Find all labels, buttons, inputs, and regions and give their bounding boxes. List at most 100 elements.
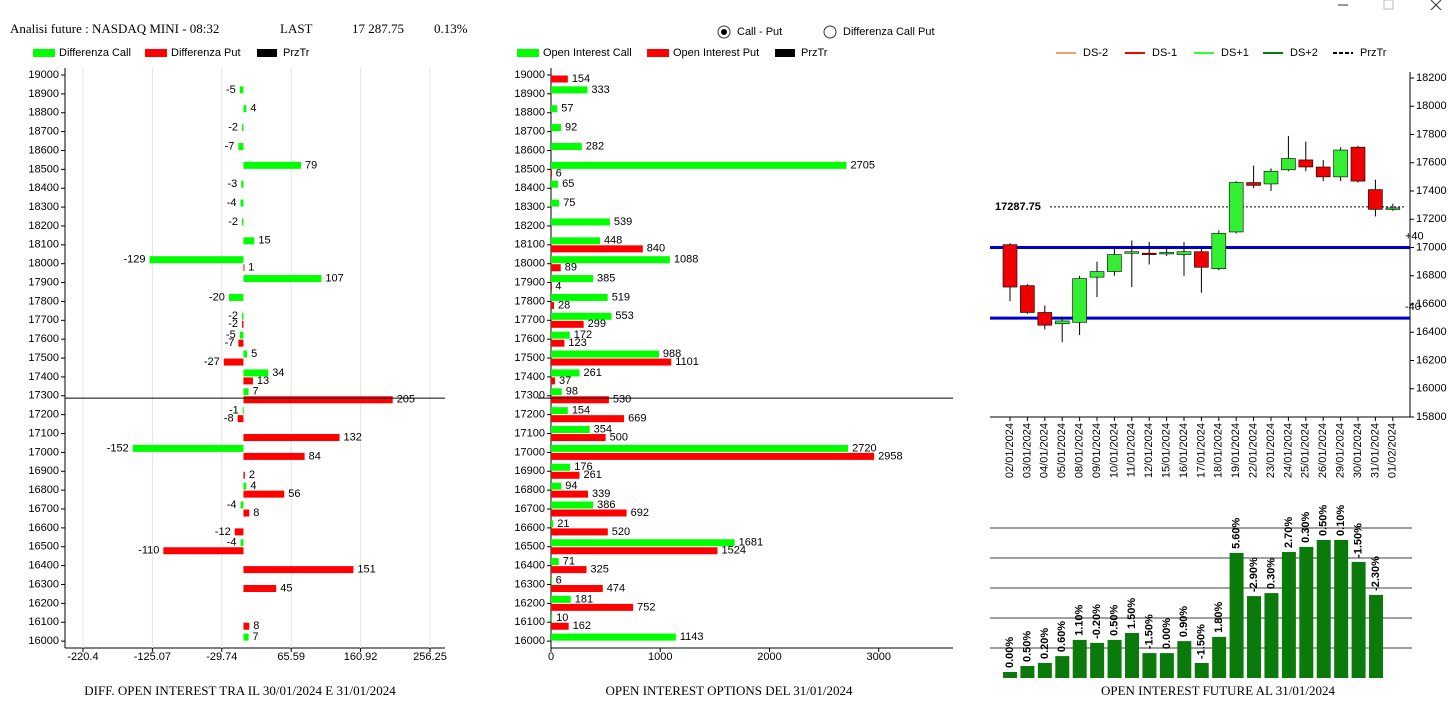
x-tick-label: 17/01/2024 <box>1195 423 1207 478</box>
bar <box>228 293 244 301</box>
value-label: -110 <box>138 545 159 557</box>
value-label: 21 <box>557 518 569 530</box>
bar <box>243 396 393 404</box>
bar <box>551 358 672 366</box>
bar <box>551 369 580 377</box>
y-tick-label: 18900 <box>28 88 59 100</box>
bar <box>1229 552 1244 678</box>
x-tick-label: 18/01/2024 <box>1213 423 1225 478</box>
legend-label: PrzTr <box>1360 47 1387 59</box>
legend-swatch <box>517 49 539 57</box>
y-tick-label: 18000 <box>28 258 59 270</box>
y-tick-label: 17000 <box>514 446 545 458</box>
candle-body <box>1037 312 1053 326</box>
candle-body <box>1211 233 1227 269</box>
radio-label[interactable]: Differenza Call Put <box>843 26 935 38</box>
y-tick-label: 17700 <box>514 314 545 326</box>
y-tick-label: 18200 <box>514 220 545 232</box>
x-tick-label: 25/01/2024 <box>1300 423 1312 478</box>
bar-annotation: 1.80% <box>1213 601 1225 632</box>
radio[interactable] <box>823 25 837 39</box>
bar <box>551 407 568 415</box>
value-label: 385 <box>597 272 615 284</box>
value-label: -4 <box>227 537 237 549</box>
close[interactable] <box>1430 0 1442 11</box>
y-tick-label: 17500 <box>28 352 59 364</box>
value-label: 553 <box>615 310 633 322</box>
bar-annotation: 2.70% <box>1283 517 1295 548</box>
bar <box>551 584 603 592</box>
candle-body <box>1228 182 1244 233</box>
y-tick-label: 17800 <box>1416 128 1447 140</box>
chart-title: OPEN INTEREST FUTURE AL 31/01/2024 <box>1101 683 1336 698</box>
bar <box>243 482 247 490</box>
value-label: 333 <box>591 84 609 96</box>
value-label: -1 <box>229 405 239 417</box>
y-tick-label: 17900 <box>28 276 59 288</box>
bar <box>1212 636 1227 678</box>
bar-annotation: 0.60% <box>1056 621 1068 652</box>
maximize[interactable] <box>1383 0 1394 10</box>
value-label: 261 <box>584 367 602 379</box>
bar <box>243 490 285 498</box>
value-label: 132 <box>344 431 362 443</box>
y-tick-label: 18000 <box>514 258 545 270</box>
window-controls[interactable] <box>1338 0 1442 11</box>
bar <box>551 199 560 207</box>
value-label: -4 <box>227 197 237 209</box>
bar <box>242 407 244 415</box>
y-tick-label: 16300 <box>28 578 59 590</box>
y-tick-label: 17800 <box>28 295 59 307</box>
bar <box>551 501 594 509</box>
y-tick-label: 18600 <box>28 144 59 156</box>
value-label: 79 <box>305 159 317 171</box>
y-tick-label: 18100 <box>28 239 59 251</box>
y-tick-label: 17400 <box>1416 185 1447 197</box>
bar <box>551 520 554 528</box>
y-tick-label: 16600 <box>514 522 545 534</box>
bar-annotation: 0.20% <box>1039 628 1051 659</box>
bar-annotation: 0.50% <box>1318 505 1330 536</box>
bar <box>551 180 559 188</box>
legend-label: PrzTr <box>801 47 828 59</box>
y-tick-label: 16100 <box>28 616 59 628</box>
bar <box>551 86 588 94</box>
y-tick-label: 16700 <box>28 503 59 515</box>
value-label: 13 <box>257 375 269 387</box>
y-tick-label: 17000 <box>28 446 59 458</box>
value-label: 56 <box>288 488 300 500</box>
candle-body <box>1020 285 1035 313</box>
bar <box>551 547 718 555</box>
legend-swatch <box>775 49 795 57</box>
x-tick-label: 29/01/2024 <box>1335 423 1347 478</box>
x-tick-label: 256.25 <box>413 651 447 663</box>
y-tick-label: 16500 <box>514 541 545 553</box>
value-label: 474 <box>607 582 625 594</box>
bar <box>551 312 612 320</box>
candle-body <box>1281 158 1296 171</box>
candle-body <box>1107 254 1122 272</box>
bar <box>223 358 244 366</box>
candle-body <box>1176 251 1192 255</box>
y-tick-label: 18500 <box>514 163 545 175</box>
bar <box>551 614 553 622</box>
x-tick-label: 65.59 <box>277 651 305 663</box>
bar <box>551 528 608 536</box>
y-tick-label: 16200 <box>514 597 545 609</box>
x-tick-label: 09/01/2024 <box>1091 423 1103 478</box>
bar <box>1003 672 1017 678</box>
value-label: 10 <box>556 612 568 624</box>
legend-swatch <box>257 49 277 57</box>
value-label: 6 <box>556 574 562 586</box>
bar <box>551 105 558 113</box>
bar <box>551 301 555 309</box>
chart-title: DIFF. OPEN INTEREST TRA IL 30/01/2024 E … <box>84 683 396 698</box>
bar <box>551 539 735 547</box>
legend-label: Differenza Put <box>171 47 241 59</box>
value-label: 94 <box>565 480 577 492</box>
value-label: 71 <box>563 556 575 568</box>
y-tick-label: 16800 <box>1416 270 1447 282</box>
bar <box>243 622 250 630</box>
value-label: 205 <box>397 394 415 406</box>
radio-label[interactable]: Call - Put <box>737 26 782 38</box>
